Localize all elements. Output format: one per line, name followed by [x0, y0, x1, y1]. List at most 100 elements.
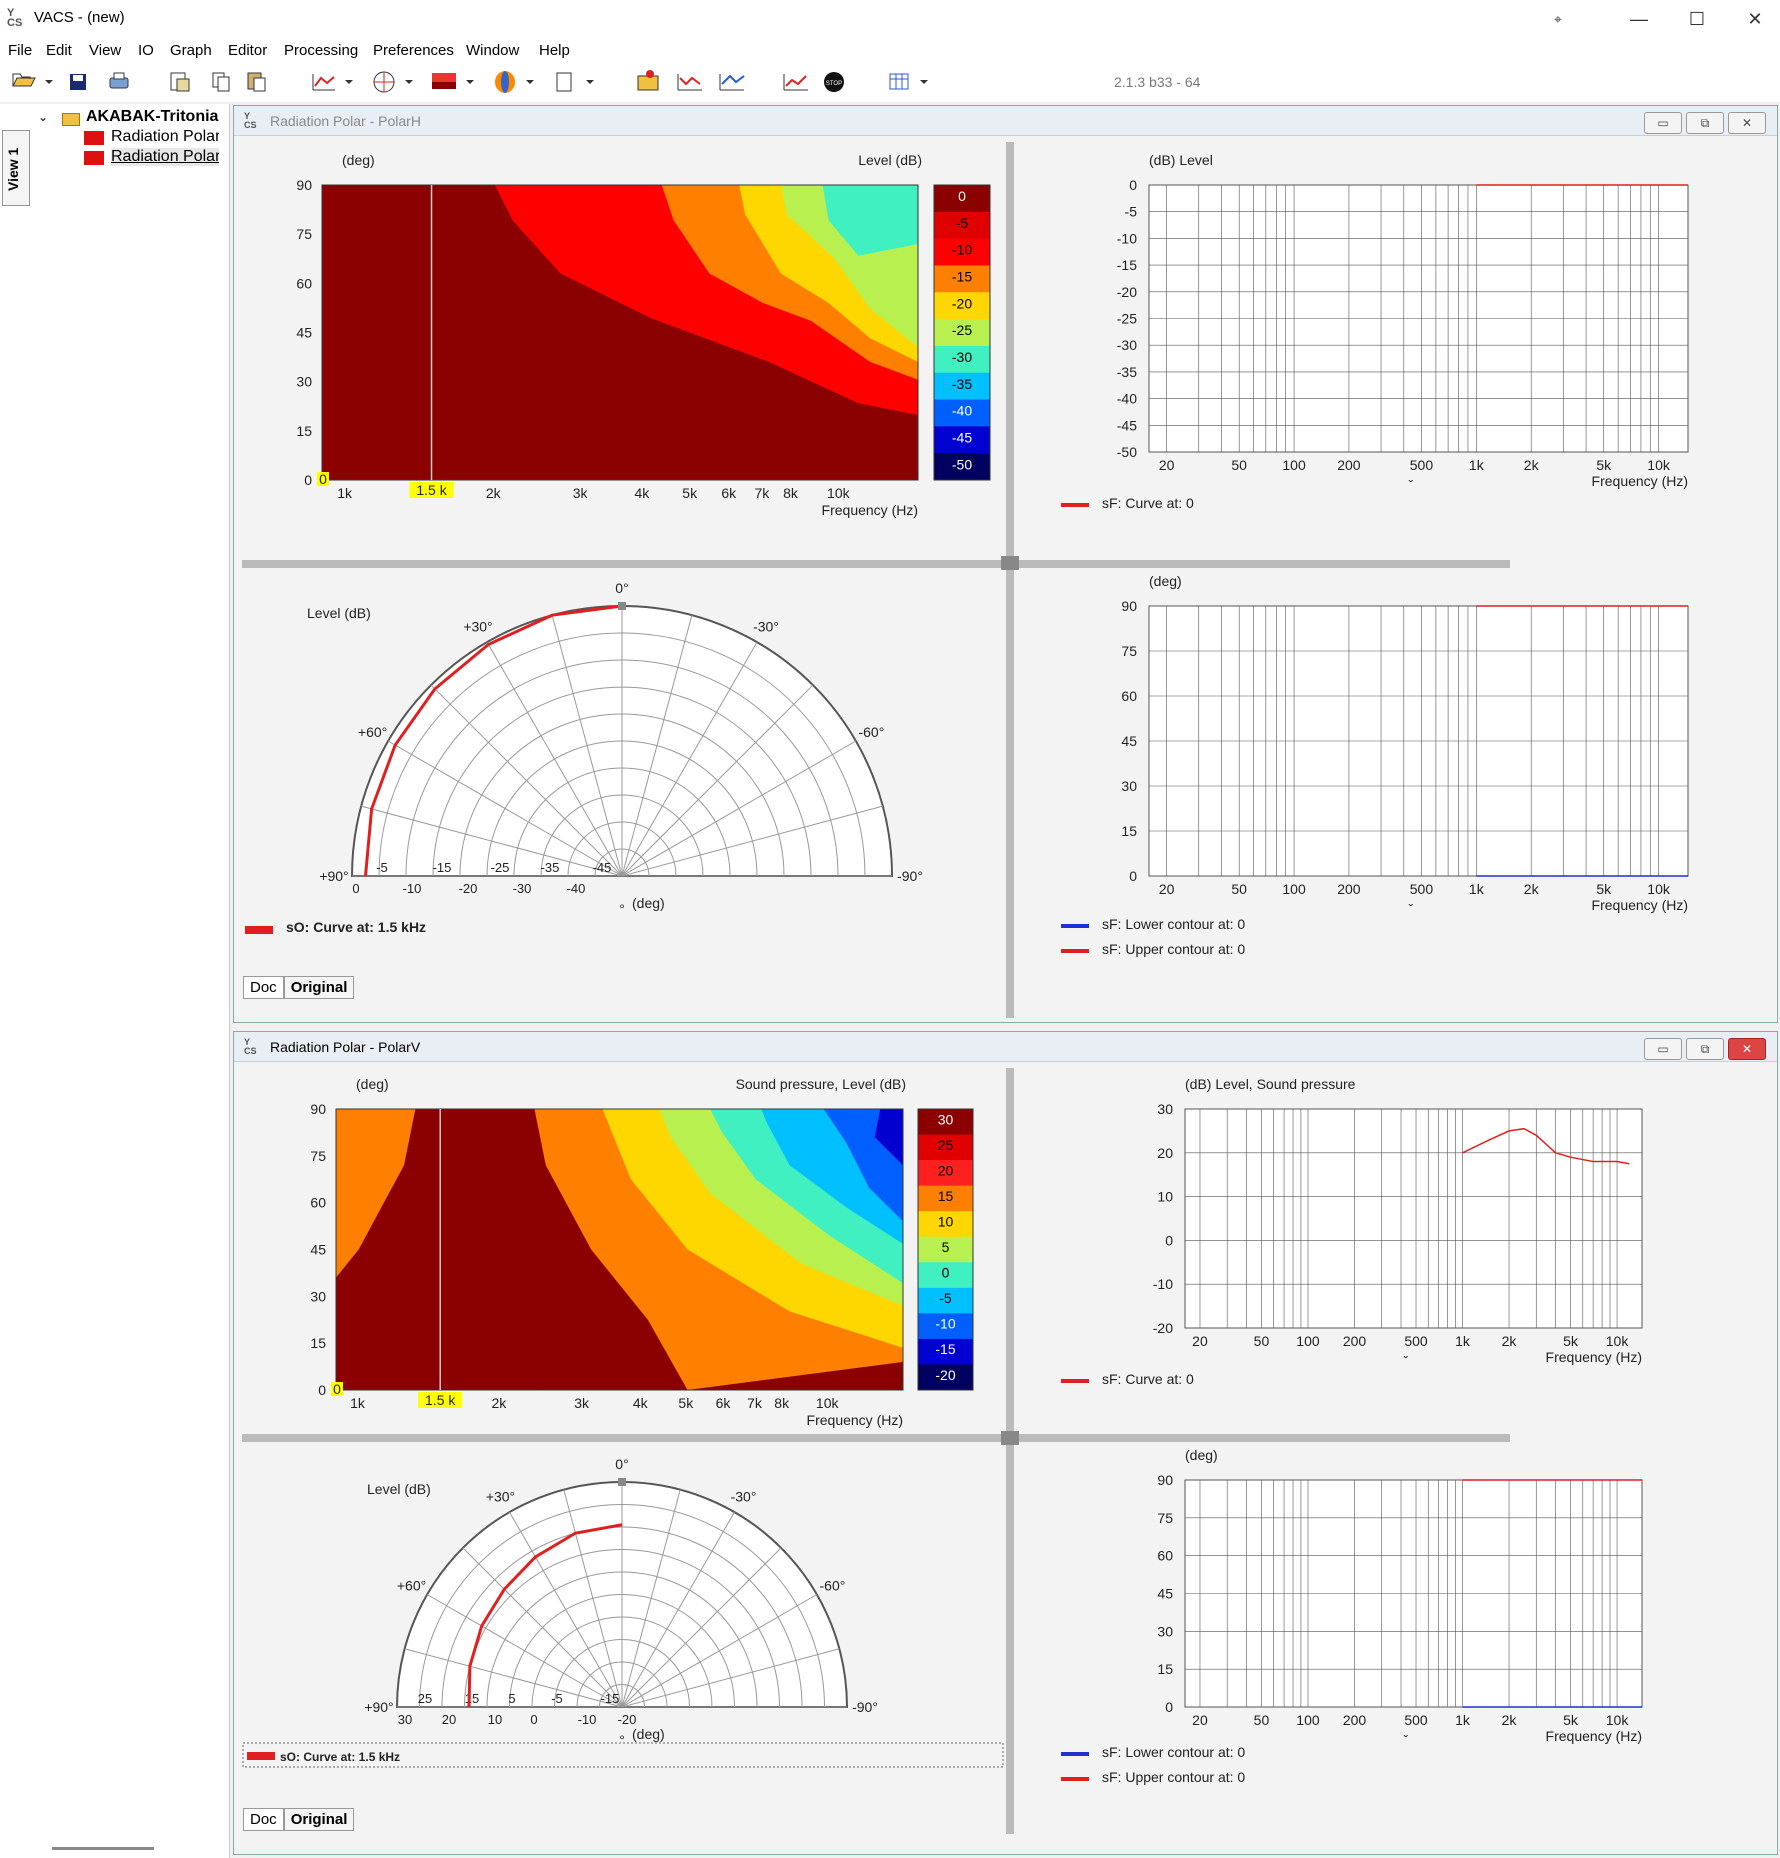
app-icon: Y CS [7, 7, 23, 29]
menu-io[interactable]: IO [138, 42, 154, 59]
color-scale-cell [934, 453, 990, 481]
minimize-button[interactable]: — [1630, 9, 1648, 29]
tab-original[interactable]: Original [283, 976, 355, 999]
open-folder-icon[interactable] [12, 73, 53, 87]
menu-editor[interactable]: Editor [228, 42, 268, 59]
tree-item-polarh[interactable]: Radiation Polar - PolarH [111, 128, 219, 145]
tab-doc[interactable]: Doc [243, 1808, 284, 1831]
color-scale-cell [918, 1134, 973, 1161]
stop-icon[interactable]: STOP [824, 72, 844, 92]
response-icon[interactable] [677, 74, 702, 91]
y-tick-label: -35 [1117, 364, 1137, 380]
y-tick-label: 15 [296, 423, 312, 439]
tree-root[interactable]: AKABAK-Tritonia [86, 108, 219, 125]
x-tick-label: 50 [1231, 881, 1247, 897]
chart-icon[interactable] [783, 74, 808, 91]
contour-band [449, 1328, 546, 1390]
color-scale-label: -10 [952, 242, 972, 258]
title-bar: Y CS VACS - (new) ⌖ — ☐ ✕ [0, 0, 1780, 38]
y-tick-label: 90 [310, 1101, 326, 1117]
vertical-splitter [1006, 142, 1014, 1018]
polar-spoke [621, 641, 758, 877]
polar-spoke [621, 684, 814, 877]
compare-icon[interactable] [719, 74, 745, 91]
menu-window[interactable]: Window [466, 42, 520, 59]
menu-preferences[interactable]: Preferences [373, 42, 454, 59]
horizontal-scrollbar[interactable] [52, 1847, 154, 1850]
window-title: VACS - (new) [34, 9, 125, 26]
x-tick-label: 5k [682, 485, 698, 501]
menu-help[interactable]: Help [539, 42, 570, 59]
minimize-button[interactable]: ▭ [1644, 112, 1682, 134]
menu-processing[interactable]: Processing [284, 42, 359, 59]
tab-original[interactable]: Original [283, 1808, 355, 1831]
color-scale-cell [934, 426, 990, 454]
save-icon[interactable] [70, 74, 86, 90]
contour-graph-icon[interactable] [432, 73, 474, 89]
menu-edit[interactable]: Edit [46, 42, 72, 59]
y-tick-label: -10 [1117, 230, 1137, 246]
color-scale-cell [918, 1338, 973, 1365]
menu-file[interactable]: File [8, 42, 33, 59]
graph-doc-icon [84, 151, 104, 165]
y-tick-label: 30 [1157, 1623, 1173, 1639]
x-tick-label: 10k [1606, 1333, 1630, 1349]
polar-spoke [551, 615, 623, 877]
y-tick-label: -45 [1117, 417, 1137, 433]
x-tick-label: 20 [1192, 1712, 1208, 1728]
polar-curve [364, 604, 623, 877]
x-tick-label: 20 [1159, 881, 1175, 897]
polar-spoke [404, 1648, 623, 1708]
menu-view[interactable]: View [89, 42, 122, 59]
close-button[interactable]: ✕ [1728, 1038, 1766, 1060]
polar-radial-label: -15 [601, 1691, 620, 1706]
view-tab[interactable]: View 1 [2, 130, 30, 206]
polar-axis-label: -20 [459, 881, 478, 896]
legend-swatch [1061, 1777, 1089, 1781]
color-scale-label: 30 [938, 1111, 954, 1127]
y-tick-label: 0 [1129, 868, 1137, 884]
close-button[interactable]: ✕ [1747, 9, 1763, 29]
x-tick-label: 50 [1254, 1712, 1270, 1728]
line-graph-icon[interactable] [312, 74, 353, 91]
project-icon[interactable] [637, 70, 659, 91]
y-tick-label: 15 [1121, 823, 1137, 839]
x-tick-label: 10k [1606, 1712, 1630, 1728]
properties-icon[interactable] [170, 72, 190, 92]
print-icon[interactable] [109, 72, 129, 89]
color-scale-cell [934, 345, 990, 374]
color-scale-label: -20 [952, 295, 972, 311]
x-tick-label: 7k [754, 485, 770, 501]
balloon-graph-icon[interactable] [495, 71, 534, 93]
color-scale-label: -20 [935, 1367, 955, 1383]
tab-doc[interactable]: Doc [243, 976, 284, 999]
x-tick-label: 6k [721, 485, 737, 501]
tree-expand-icon[interactable]: ⌄ [38, 110, 49, 124]
x-tick-label: 20 [1192, 1333, 1208, 1349]
polar-graph-icon[interactable] [373, 71, 413, 93]
close-button[interactable]: ✕ [1728, 112, 1766, 134]
x-tick-label: 6k [716, 1395, 732, 1411]
restore-button[interactable]: ⧉ [1686, 112, 1724, 134]
pin-icon[interactable]: ⌖ [1554, 11, 1562, 27]
color-scale-label: -50 [952, 456, 972, 472]
tree-item-polarv[interactable]: Radiation Polar - PolarV [111, 148, 219, 166]
color-scale-cell [934, 319, 990, 347]
menu-graph[interactable]: Graph [170, 42, 212, 59]
y-tick-label: 0 [1165, 1232, 1173, 1248]
y-tick-label: 30 [1157, 1101, 1173, 1117]
color-scale-cell [918, 1287, 973, 1314]
restore-button[interactable]: ⧉ [1686, 1038, 1724, 1060]
minimize-button[interactable]: ▭ [1644, 1038, 1682, 1060]
y-axis-label: (deg) [356, 1076, 389, 1092]
new-page-icon[interactable] [556, 72, 594, 92]
toolbar: STOP [0, 64, 1780, 102]
maximize-button[interactable]: ☐ [1688, 9, 1706, 29]
x-tick-label: 1k [1469, 881, 1485, 897]
polar-angle-label: 0° [615, 580, 628, 596]
copy-icon[interactable] [212, 72, 230, 92]
y-tick-label: 15 [1157, 1661, 1173, 1677]
color-scale-cell [918, 1185, 973, 1212]
paste-icon[interactable] [247, 72, 266, 92]
layout-icon[interactable] [889, 73, 928, 90]
